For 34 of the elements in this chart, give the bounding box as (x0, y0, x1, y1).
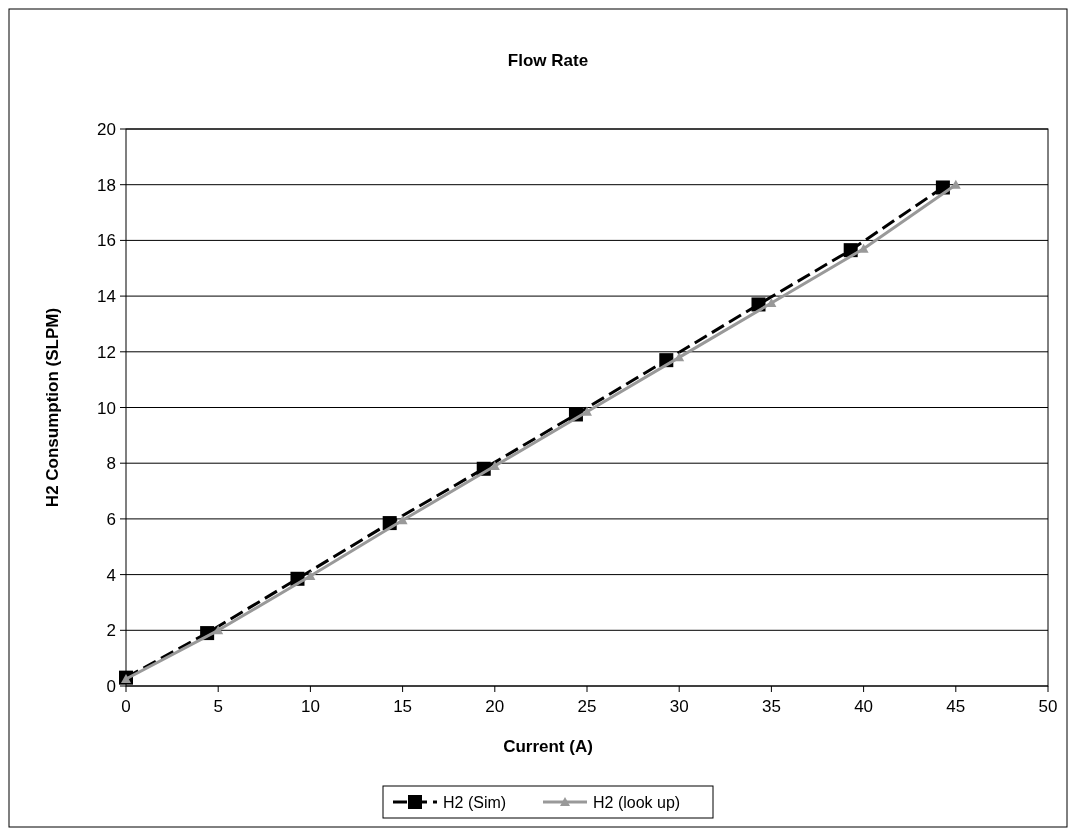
x-tick-label: 25 (577, 697, 597, 716)
x-tick-label: 15 (393, 697, 413, 716)
y-tick-label: 18 (97, 175, 116, 195)
y-tick-label: 14 (97, 287, 116, 307)
point (213, 625, 224, 635)
y-tick-label: 10 (97, 398, 116, 418)
x-tick-label: 50 (1038, 697, 1058, 716)
point (766, 298, 777, 308)
y-axis-title: H2 Consumption (SLPM) (43, 307, 62, 508)
y-tick-label: 12 (97, 342, 116, 362)
y-tick-label: 6 (106, 509, 116, 529)
y-tick-label: 16 (97, 231, 116, 251)
x-tick-label: 45 (946, 697, 966, 716)
x-tick-label: 5 (213, 697, 223, 716)
point (397, 515, 408, 525)
y-tick-label: 20 (97, 120, 116, 139)
point (582, 406, 592, 416)
legend-label: H2 (Sim) (443, 794, 507, 811)
y-tick-label: 2 (106, 621, 116, 641)
point (674, 352, 685, 362)
point (858, 243, 869, 253)
chart-title: Flow Rate (507, 51, 589, 70)
point (305, 570, 316, 580)
y-tick-label: 4 (106, 565, 116, 585)
x-tick-label: 40 (854, 697, 874, 716)
x-tick-label: 30 (669, 697, 689, 716)
x-axis-title: Current (A) (503, 737, 593, 756)
y-tick-label: 0 (106, 677, 116, 696)
x-tick-label: 35 (761, 697, 781, 716)
y-tick-label: 8 (106, 454, 116, 474)
x-tick-label: 20 (485, 697, 505, 716)
x-tick-label: 10 (300, 697, 320, 716)
x-tick-label: 0 (121, 697, 131, 716)
legend-label: H2 (look up) (593, 794, 681, 811)
